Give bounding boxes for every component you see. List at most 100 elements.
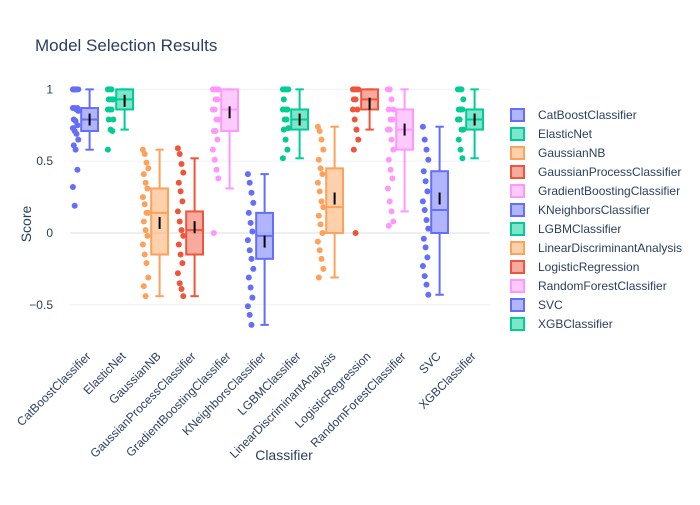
data-point <box>211 106 218 113</box>
data-point <box>249 294 256 301</box>
legend-swatch <box>510 241 525 255</box>
data-point <box>108 86 115 93</box>
data-point <box>425 291 432 298</box>
legend-label: KNeighborsClassifier <box>538 203 650 217</box>
data-point <box>455 136 462 143</box>
box-group <box>244 171 275 328</box>
data-point <box>247 219 254 226</box>
legend-swatch <box>510 165 525 179</box>
box-group <box>454 86 485 162</box>
data-point <box>456 116 463 123</box>
legend: CatBoostClassifier ElasticNet GaussianNB Ga… <box>510 108 682 331</box>
data-point <box>140 218 147 225</box>
data-point <box>386 126 393 133</box>
data-point <box>143 159 150 166</box>
legend-label: ElasticNet <box>538 127 593 141</box>
data-point <box>212 128 219 135</box>
box-series <box>69 86 485 328</box>
data-point <box>105 116 112 123</box>
data-point <box>425 156 432 163</box>
box-group <box>314 123 345 281</box>
data-point <box>73 130 80 137</box>
data-point <box>385 106 392 113</box>
data-point <box>211 156 218 163</box>
data-point <box>250 265 257 272</box>
box-group <box>349 86 380 236</box>
data-point <box>460 96 467 103</box>
data-point <box>141 150 148 157</box>
data-point <box>420 235 427 242</box>
data-point <box>421 207 428 213</box>
data-point <box>175 241 182 248</box>
legend-item: LinearDiscriminantAnalysis <box>510 241 682 255</box>
legend-item: CatBoostClassifier <box>510 108 637 122</box>
box-group <box>419 123 450 298</box>
data-point <box>215 86 222 93</box>
data-point <box>214 136 221 143</box>
data-point <box>248 321 255 328</box>
data-point <box>75 107 82 114</box>
data-point <box>210 86 217 93</box>
data-point <box>109 128 116 135</box>
data-point <box>319 171 326 178</box>
data-point <box>139 241 146 248</box>
data-point <box>389 116 396 123</box>
legend-item: RandomForestClassifier <box>510 279 667 293</box>
data-point <box>108 106 115 113</box>
data-point <box>178 227 185 234</box>
data-point <box>178 285 185 292</box>
data-point <box>419 263 426 270</box>
data-point <box>142 179 149 186</box>
data-point <box>424 188 431 195</box>
legend-swatch <box>510 108 525 122</box>
legend-label: CatBoostClassifier <box>538 108 637 122</box>
data-point <box>352 96 359 103</box>
data-point <box>144 185 151 192</box>
data-point <box>386 86 393 93</box>
legend-item: KNeighborsClassifier <box>510 203 650 217</box>
legend-swatch <box>510 298 525 312</box>
data-point <box>351 116 358 123</box>
data-point <box>318 136 325 143</box>
data-point <box>422 178 429 185</box>
data-point <box>384 185 391 192</box>
data-point <box>316 247 323 254</box>
data-point <box>423 217 430 224</box>
box-group <box>209 86 239 236</box>
data-point <box>385 156 392 163</box>
data-point <box>143 260 150 267</box>
data-point <box>176 280 183 287</box>
data-point <box>142 293 149 300</box>
data-point <box>390 106 397 113</box>
data-point <box>178 161 185 168</box>
y-tick-label: −0.5 <box>29 298 53 312</box>
legend-swatch <box>510 222 525 236</box>
data-point <box>319 229 326 236</box>
data-point <box>248 255 255 262</box>
data-point <box>139 194 146 201</box>
data-point <box>318 255 325 262</box>
legend-label: RandomForestClassifier <box>538 279 667 293</box>
data-point <box>386 198 393 205</box>
chart-title: Model Selection Results <box>35 36 217 55</box>
data-point <box>355 136 362 143</box>
data-point <box>314 238 321 245</box>
data-point <box>459 155 466 162</box>
legend-label: GradientBoostingClassifier <box>538 184 680 198</box>
data-point <box>318 198 325 205</box>
gridlines <box>70 88 490 306</box>
y-axis-ticks: 1 0.5 0 −0.5 <box>29 82 53 311</box>
data-point <box>422 244 429 251</box>
box-group <box>104 86 134 153</box>
box-group <box>174 145 204 300</box>
data-point <box>246 247 253 254</box>
data-point <box>74 166 81 173</box>
data-point <box>457 146 464 153</box>
data-point <box>72 146 79 153</box>
data-point <box>279 106 286 113</box>
data-point <box>250 199 257 206</box>
legend-label: SVC <box>538 298 563 312</box>
data-point <box>245 209 252 216</box>
data-point <box>210 229 217 236</box>
